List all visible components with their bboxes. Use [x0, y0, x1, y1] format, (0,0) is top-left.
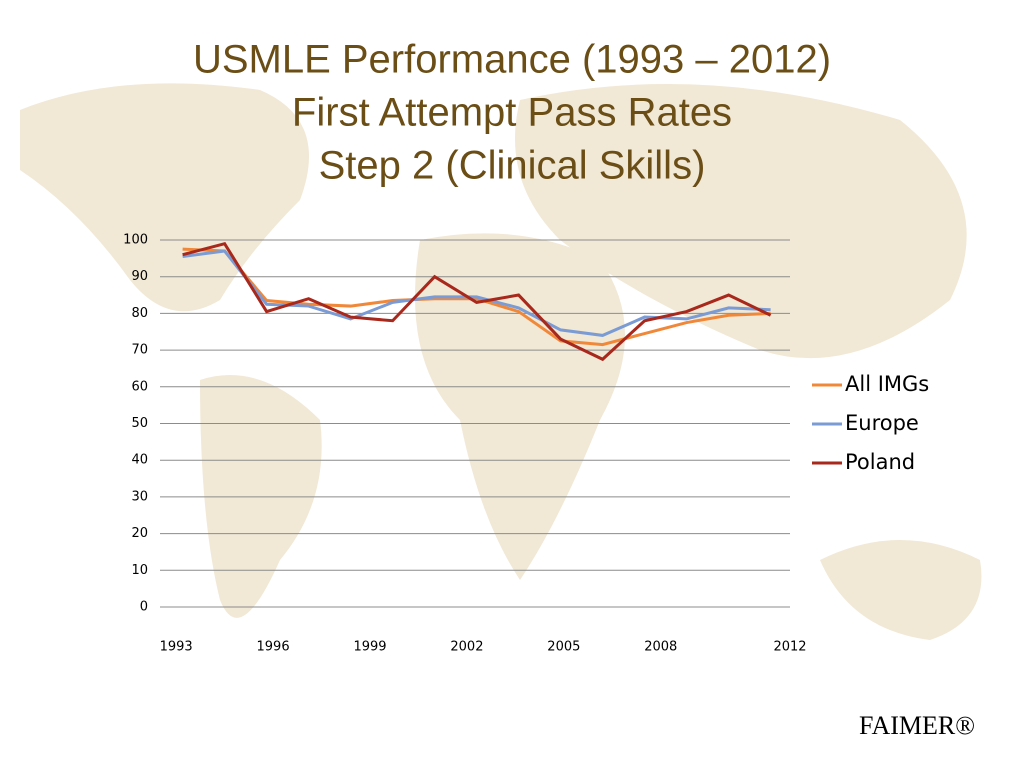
x-tick-label: 2008: [644, 640, 677, 655]
title-line: USMLE Performance (1993 – 2012): [193, 38, 831, 82]
y-tick-label: 40: [131, 453, 148, 468]
series-line: [182, 247, 771, 347]
y-tick-label: 50: [131, 416, 148, 431]
footer: FAIMER®: [859, 711, 975, 740]
title-line: First Attempt Pass Rates: [292, 91, 732, 135]
legend-label: All IMGs: [845, 372, 929, 396]
legend-label: Europe: [845, 411, 919, 435]
y-tick-label: 90: [131, 269, 148, 284]
x-tick-label: 1996: [257, 640, 290, 655]
y-tick-label: 0: [140, 600, 148, 615]
title-line: Step 2 (Clinical Skills): [319, 144, 706, 188]
y-tick-label: 30: [131, 489, 148, 504]
y-tick-label: 20: [131, 526, 148, 541]
x-tick-label: 1993: [160, 640, 193, 655]
series-line: [182, 249, 771, 337]
map-background: [20, 83, 982, 640]
y-tick-label: 10: [131, 563, 148, 578]
y-tick-label: 100: [123, 233, 148, 248]
x-tick-label: 1999: [353, 640, 386, 655]
y-tick-label: 80: [131, 306, 148, 321]
y-tick-label: 70: [131, 343, 148, 358]
series-line: [182, 241, 772, 362]
x-tick-label: 2002: [450, 640, 483, 655]
x-tick-label: 2012: [773, 640, 806, 655]
legend-label: Poland: [845, 450, 915, 474]
x-tick-label: 2005: [547, 640, 580, 655]
y-tick-label: 60: [131, 379, 148, 394]
